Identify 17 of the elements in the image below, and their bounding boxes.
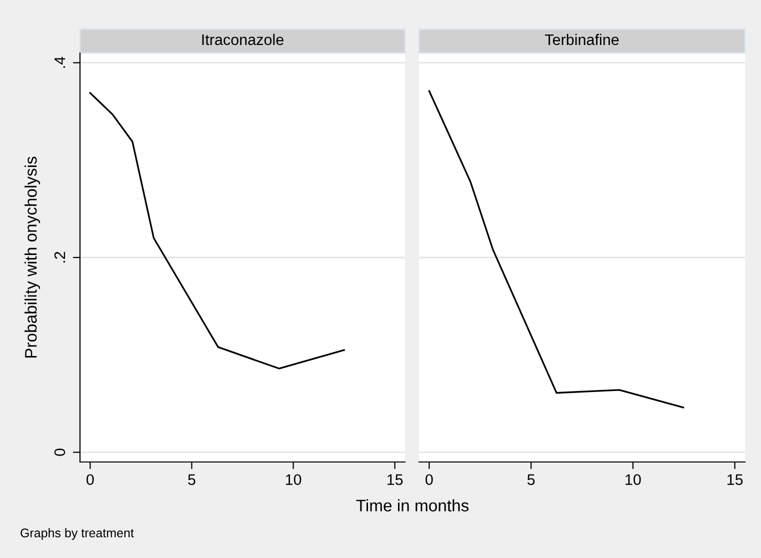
x-tick-label: 15 [727,474,743,486]
chart-title: Itraconazole [202,34,284,46]
x-tick-label: 0 [86,474,94,486]
chart-title: Terbinafine [544,34,619,46]
y-tick-label: .4 [54,56,66,68]
x-tick-label: 10 [286,474,302,486]
x-tick-label: 5 [188,474,196,486]
x-tick-label: 10 [626,474,641,486]
y-tick-label: 0 [54,448,66,456]
x-tick-label: 0 [426,474,433,486]
text: Graphs by treatment [20,528,134,540]
x-tick-label: 5 [527,474,535,486]
line-series [89,92,345,370]
x-tick-label: 15 [388,474,403,486]
y-tick-label: .2 [54,252,66,262]
y-axis-title: Probability with onycholysis [24,156,40,358]
x-axis-title: Time in months [356,499,469,512]
